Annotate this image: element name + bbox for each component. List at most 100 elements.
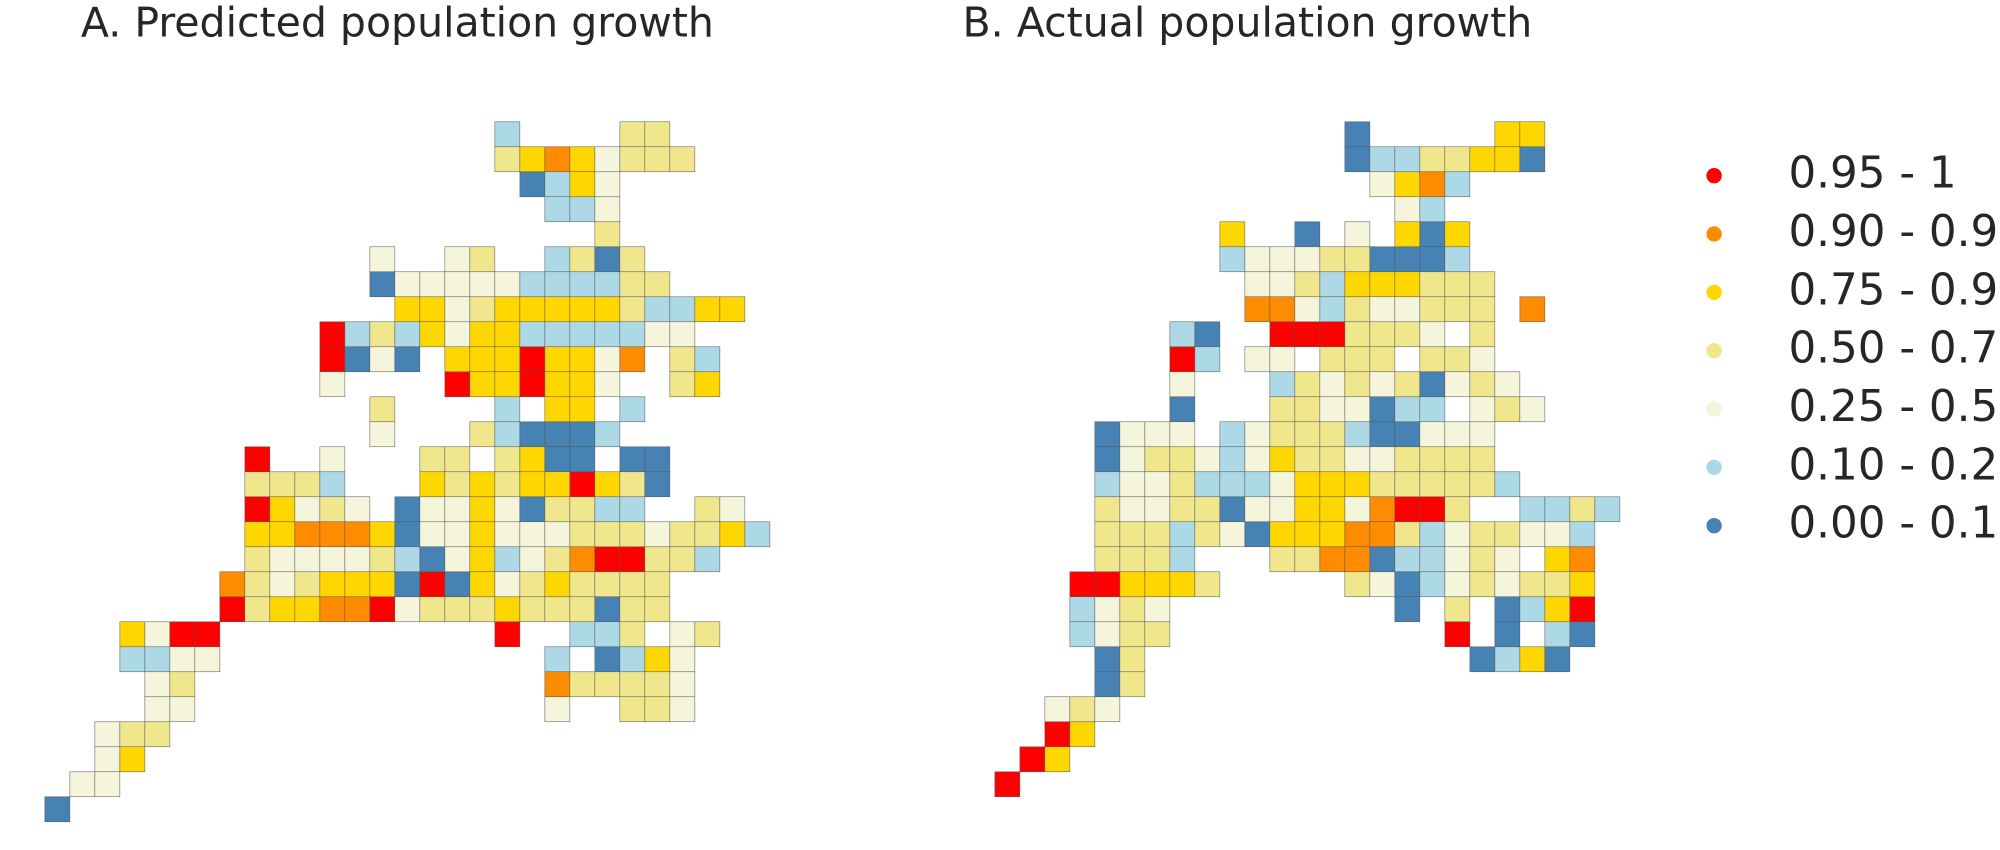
map-cell — [469, 296, 496, 323]
map-cell — [1319, 546, 1346, 573]
map-cell — [1344, 496, 1371, 523]
map-cell — [619, 621, 646, 648]
map-cell — [494, 446, 521, 473]
map-cell — [1319, 446, 1346, 473]
map-cell — [1419, 446, 1446, 473]
map-cell — [494, 321, 521, 348]
map-cell — [619, 521, 646, 548]
map-cell — [644, 296, 671, 323]
map-cell — [569, 496, 596, 523]
map-cell — [1269, 371, 1296, 398]
map-cell — [1444, 171, 1471, 198]
map-cell — [1519, 571, 1546, 598]
map-cell — [444, 271, 471, 298]
map-cell — [1294, 271, 1321, 298]
map-cell — [1344, 221, 1371, 248]
map-cell — [544, 546, 571, 573]
map-cell — [569, 396, 596, 423]
map-cell — [244, 596, 271, 623]
map-cell — [1269, 346, 1296, 373]
legend-marker — [1706, 517, 1722, 534]
map-cell — [1544, 571, 1571, 598]
map-cell — [1144, 546, 1171, 573]
map-cell — [1394, 571, 1421, 598]
map-cell — [569, 246, 596, 273]
map-cell — [1569, 621, 1596, 648]
map-cell — [1494, 596, 1521, 623]
map-cell — [1469, 546, 1496, 573]
map-cell — [144, 721, 171, 748]
map-cell — [1144, 496, 1171, 523]
map-cell — [394, 521, 421, 548]
map-cell — [1469, 346, 1496, 373]
map-cell — [594, 196, 621, 223]
map-cell — [619, 471, 646, 498]
map-cell — [1319, 371, 1346, 398]
map-cell — [319, 571, 346, 598]
map-cell — [1394, 196, 1421, 223]
map-cell — [394, 596, 421, 623]
map-cell — [1344, 271, 1371, 298]
map-cell — [1194, 571, 1221, 598]
map-cell — [1194, 521, 1221, 548]
map-cell — [1069, 621, 1096, 648]
map-cell — [94, 721, 121, 748]
map-cell — [1194, 471, 1221, 498]
map-cell — [1419, 471, 1446, 498]
map-cell — [1469, 646, 1496, 673]
map-cell — [569, 521, 596, 548]
map-cell — [1419, 371, 1446, 398]
map-cell — [519, 321, 546, 348]
map-cell — [444, 321, 471, 348]
map-cell — [494, 146, 521, 173]
map-cell — [1119, 521, 1146, 548]
map-cell — [1444, 421, 1471, 448]
map-cell — [669, 621, 696, 648]
map-cell — [594, 146, 621, 173]
map-cell — [1494, 121, 1521, 148]
map-cell — [619, 396, 646, 423]
map-cell — [1444, 471, 1471, 498]
map-cell — [1094, 621, 1121, 648]
map-cell — [1294, 396, 1321, 423]
map-cell — [544, 346, 571, 373]
map-cell — [519, 471, 546, 498]
map-cell — [1444, 596, 1471, 623]
map-cell — [319, 371, 346, 398]
map-cell — [294, 596, 321, 623]
map-cell — [644, 596, 671, 623]
map-cell — [1544, 646, 1571, 673]
map-cell — [544, 296, 571, 323]
map-cell — [369, 271, 396, 298]
map-cell — [419, 471, 446, 498]
map-cell — [519, 546, 546, 573]
map-cell — [1544, 621, 1571, 648]
map-cell — [1494, 521, 1521, 548]
map-cell — [1444, 546, 1471, 573]
map-cell — [1469, 146, 1496, 173]
map-cell — [1344, 571, 1371, 598]
map-cell — [419, 521, 446, 548]
map-cell — [369, 571, 396, 598]
map-cell — [194, 621, 221, 648]
panel-title: A. Predicted population growth — [81, 0, 714, 47]
map-cell — [444, 346, 471, 373]
map-cell — [1444, 246, 1471, 273]
map-cell — [1169, 321, 1196, 348]
map-cell — [644, 521, 671, 548]
map-cell — [1119, 446, 1146, 473]
map-cell — [719, 496, 746, 523]
map-cell — [1444, 346, 1471, 373]
map-cell — [419, 496, 446, 523]
map-cell — [444, 471, 471, 498]
map-cell — [1294, 521, 1321, 548]
map-cell — [619, 646, 646, 673]
map-cell — [444, 521, 471, 548]
map-cell — [444, 596, 471, 623]
map-cell — [1469, 571, 1496, 598]
map-cell — [519, 571, 546, 598]
map-cell — [1094, 571, 1121, 598]
map-cell — [1294, 371, 1321, 398]
map-cell — [1294, 496, 1321, 523]
map-cell — [319, 521, 346, 548]
